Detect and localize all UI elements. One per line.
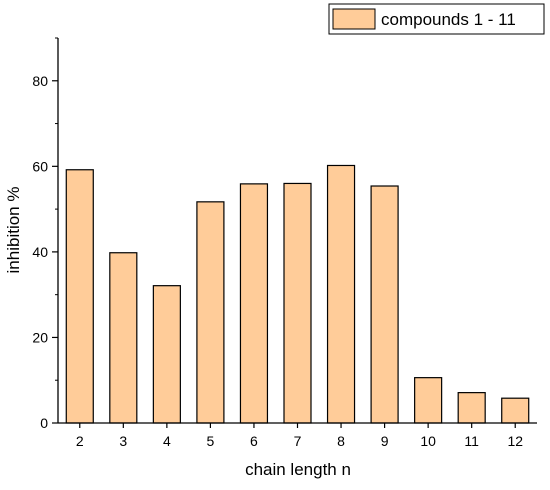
x-tick-label: 3 (119, 433, 127, 449)
x-tick-label: 7 (294, 433, 302, 449)
bars-group (65, 164, 530, 424)
bar-8 (326, 164, 356, 424)
x-tick-label: 2 (76, 433, 84, 449)
bar-7 (283, 182, 312, 424)
y-tick-label: 80 (32, 73, 48, 89)
legend-swatch (332, 8, 376, 30)
y-axis-title: inhibition % (4, 187, 23, 274)
bar-6 (239, 183, 269, 424)
x-tick-label: 9 (381, 433, 389, 449)
y-tick-label: 0 (40, 415, 48, 431)
bar-11 (457, 392, 486, 424)
bar-5 (196, 201, 225, 424)
y-tick-label: 20 (32, 329, 48, 345)
x-tick-label: 6 (250, 433, 258, 449)
x-tick-label: 12 (507, 433, 523, 449)
y-ticks-group: 0 20 40 60 80 (32, 37, 58, 431)
y-tick-label: 60 (32, 158, 48, 174)
legend-label: compounds 1 - 11 (381, 10, 516, 29)
bar-4 (152, 285, 181, 424)
x-ticks-group: 2 3 4 5 6 7 8 9 10 11 12 (76, 423, 523, 449)
x-tick-label: 11 (464, 433, 479, 449)
bar-12 (501, 397, 530, 424)
bar-3 (109, 252, 138, 424)
x-tick-label: 8 (337, 433, 345, 449)
legend: compounds 1 - 11 (328, 3, 545, 35)
x-tick-label: 4 (163, 433, 171, 449)
bar-10 (414, 377, 443, 424)
x-tick-label: 10 (420, 433, 436, 449)
bar-9 (370, 185, 399, 424)
y-tick-label: 40 (32, 244, 48, 260)
bar-2 (65, 169, 94, 424)
x-axis-title: chain length n (245, 460, 351, 479)
x-tick-label: 5 (207, 433, 215, 449)
